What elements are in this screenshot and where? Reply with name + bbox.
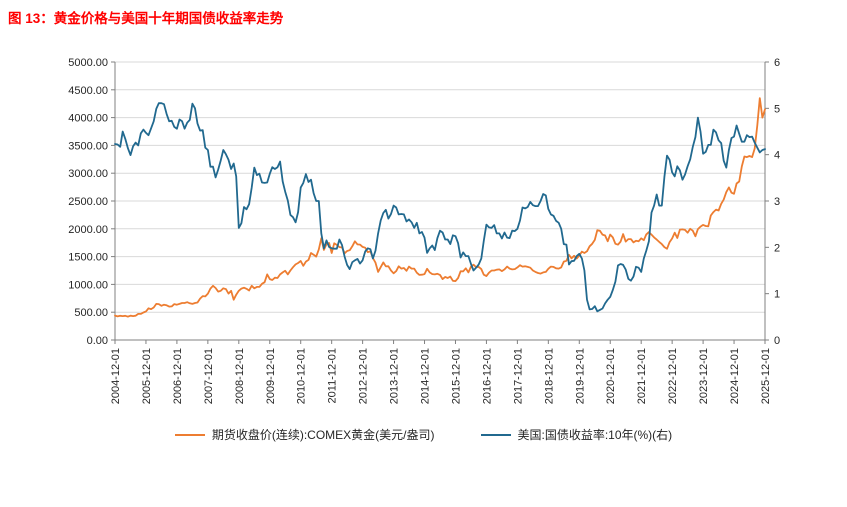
legend-item-gold: 期货收盘价(连续):COMEX黄金(美元/盎司) <box>174 426 435 443</box>
svg-text:2: 2 <box>774 242 780 254</box>
svg-text:2014-12-01: 2014-12-01 <box>420 348 432 404</box>
svg-text:2013-12-01: 2013-12-01 <box>389 348 401 404</box>
svg-text:4: 4 <box>774 150 780 162</box>
svg-text:6: 6 <box>774 57 780 69</box>
svg-text:3500.00: 3500.00 <box>68 140 108 152</box>
svg-text:2023-12-01: 2023-12-01 <box>698 348 710 404</box>
svg-text:500.00: 500.00 <box>74 307 108 319</box>
svg-text:3000.00: 3000.00 <box>68 168 108 180</box>
svg-text:5000.00: 5000.00 <box>68 57 108 69</box>
legend-label-yield: 美国:国债收益率:10年(%)(右) <box>517 428 673 442</box>
legend-label-gold: 期货收盘价(连续):COMEX黄金(美元/盎司) <box>211 428 435 442</box>
svg-text:2017-12-01: 2017-12-01 <box>512 348 524 404</box>
svg-text:2000.00: 2000.00 <box>68 224 108 236</box>
svg-text:2015-12-01: 2015-12-01 <box>450 348 462 404</box>
svg-text:3: 3 <box>774 196 780 208</box>
svg-text:2021-12-01: 2021-12-01 <box>636 348 648 404</box>
svg-text:2012-12-01: 2012-12-01 <box>358 348 370 404</box>
svg-text:2024-12-01: 2024-12-01 <box>729 348 741 404</box>
chart-legend: 期货收盘价(连续):COMEX黄金(美元/盎司) 美国:国债收益率:10年(%)… <box>0 426 847 443</box>
legend-item-yield: 美国:国债收益率:10年(%)(右) <box>480 426 673 443</box>
svg-text:4500.00: 4500.00 <box>68 85 108 97</box>
svg-text:2018-12-01: 2018-12-01 <box>543 348 555 404</box>
svg-text:2025-12-01: 2025-12-01 <box>760 348 772 404</box>
svg-text:1500.00: 1500.00 <box>68 252 108 264</box>
svg-text:4000.00: 4000.00 <box>68 113 108 125</box>
svg-text:1000.00: 1000.00 <box>68 279 108 291</box>
svg-text:2019-12-01: 2019-12-01 <box>574 348 586 404</box>
svg-text:2016-12-01: 2016-12-01 <box>481 348 493 404</box>
svg-text:0: 0 <box>774 335 780 347</box>
gold-line-swatch <box>174 433 205 436</box>
svg-text:2005-12-01: 2005-12-01 <box>141 348 153 404</box>
svg-text:2006-12-01: 2006-12-01 <box>172 348 184 404</box>
yield-line-swatch <box>480 433 511 436</box>
svg-text:2011-12-01: 2011-12-01 <box>327 348 339 403</box>
svg-text:2010-12-01: 2010-12-01 <box>296 348 308 404</box>
svg-text:5: 5 <box>774 103 780 115</box>
svg-text:2009-12-01: 2009-12-01 <box>265 348 277 404</box>
svg-text:2020-12-01: 2020-12-01 <box>605 348 617 404</box>
svg-text:0.00: 0.00 <box>87 335 108 347</box>
svg-text:2004-12-01: 2004-12-01 <box>110 348 122 404</box>
svg-text:2022-12-01: 2022-12-01 <box>667 348 679 404</box>
figure-title: 图 13：黄金价格与美国十年期国债收益率走势 <box>8 11 284 26</box>
svg-text:2007-12-01: 2007-12-01 <box>203 348 215 404</box>
dual-axis-line-chart: 0.00500.001000.001500.002000.002500.0030… <box>68 57 780 404</box>
svg-text:2500.00: 2500.00 <box>68 196 108 208</box>
svg-text:2008-12-01: 2008-12-01 <box>234 348 246 404</box>
svg-text:1: 1 <box>774 289 780 301</box>
